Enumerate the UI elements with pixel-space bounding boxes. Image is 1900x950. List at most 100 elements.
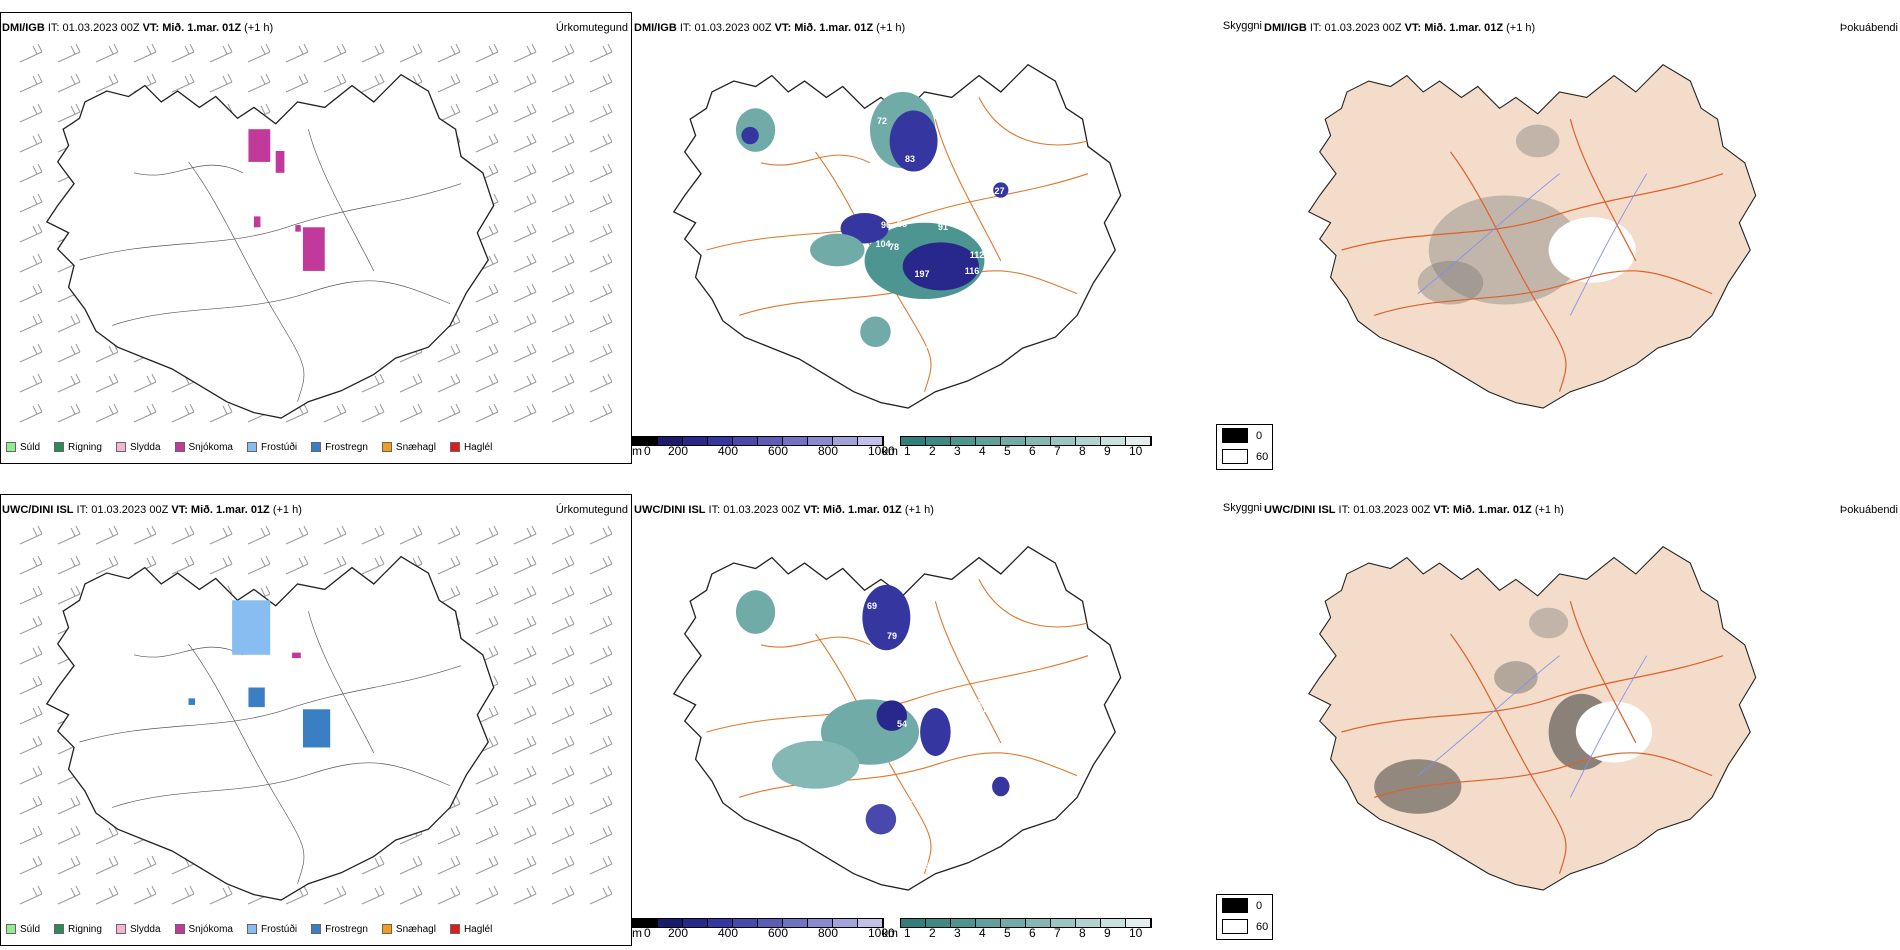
panel-header: UWC/DINI ISL IT: 01.03.2023 00Z VT: Mið.… [2, 504, 302, 517]
wind-barb [551, 43, 575, 63]
wind-barb [589, 73, 613, 93]
wind-barb [589, 615, 613, 635]
fog-title: Þokuábendi [1839, 22, 1898, 34]
init-time: IT: 01.03.2023 00Z [676, 22, 775, 34]
visibility-fields [735, 584, 1010, 835]
legend-swatch [115, 924, 126, 934]
wind-barb [475, 133, 499, 153]
colorbar-tick: 5 [1004, 926, 1011, 940]
colorbar-segment [1001, 437, 1026, 445]
precip-map [19, 43, 613, 423]
colorbar-tick: 1 [904, 444, 911, 458]
wind-barb [551, 885, 575, 905]
wind-barb [551, 795, 575, 815]
visibility-value: 78 [906, 837, 916, 847]
legend-swatch [54, 924, 65, 934]
wind-barb [551, 585, 575, 605]
wind-barb [475, 765, 499, 785]
wind-barb [513, 885, 537, 905]
colorbar-segment [1126, 919, 1151, 927]
colorbar-tick: 1000 [868, 926, 895, 940]
colorbar-segment [708, 437, 733, 445]
wind-barb [513, 705, 537, 725]
wind-barb [513, 675, 537, 695]
colorbar-segment [783, 437, 808, 445]
colorbar-segment [976, 437, 1001, 445]
legend-item: Súld [6, 442, 40, 453]
fog-legend-value: 0 [1256, 429, 1263, 442]
visibility-value: 56 [897, 219, 907, 229]
wind-barb [475, 313, 499, 333]
colorbar-segment [951, 919, 976, 927]
valid-time: VT: Mið. 1.mar. 01Z [142, 22, 242, 34]
valid-time: VT: Mið. 1.mar. 01Z [1433, 504, 1532, 516]
wind-barb [589, 343, 613, 363]
road-network [1341, 119, 1724, 392]
wind-barb [589, 103, 613, 123]
panel-fog-top: DMI/IGB IT: 01.03.2023 00Z VT: Mið. 1.ma… [1216, 12, 1900, 470]
wind-barb [513, 313, 537, 333]
model-name: UWC/DINI ISL [2, 504, 74, 516]
legend-item: Frostúði [246, 924, 297, 935]
legend-label: Snjókoma [188, 441, 233, 453]
iceland-land [1308, 64, 1757, 409]
colorbar-km-ticks: km 1 2 3 4 5 6 7 8 9 10 [882, 926, 1150, 940]
colorbar-m-ticks: m 0 200 400 600 800 1000 [632, 926, 895, 940]
valid-time: VT: Mið. 1.mar. 01Z [171, 504, 270, 516]
colorbar-segment [758, 437, 783, 445]
wind-barb [513, 43, 537, 63]
visibility-title: Skyggni [1222, 20, 1262, 32]
lead-time: (+1 h) [241, 22, 274, 34]
wind-barb [361, 403, 385, 423]
valid-time: VT: Mið. 1.mar. 01Z [774, 22, 874, 34]
wind-barb [19, 403, 43, 423]
colorbar-segment [976, 919, 1001, 927]
colorbar-tick: 800 [818, 444, 839, 458]
wind-barb [171, 403, 195, 423]
wind-barb [19, 645, 43, 665]
wind-barb [513, 343, 537, 363]
wind-barb [589, 163, 613, 183]
legend-swatch [54, 442, 65, 452]
wind-barb [589, 373, 613, 393]
wind-barb [589, 133, 613, 153]
visibility-value: 79 [887, 631, 897, 641]
wind-barb [437, 43, 461, 63]
road-network [79, 611, 462, 884]
fog-legend-swatch [1222, 428, 1248, 443]
colorbar-tick: 1 [904, 926, 911, 940]
panel-header: UWC/DINI ISL IT: 01.03.2023 00Z VT: Mið.… [634, 504, 934, 517]
wind-barb [475, 343, 499, 363]
wind-barb [513, 193, 537, 213]
wind-barb [95, 555, 119, 575]
wind-barb [437, 343, 461, 363]
colorbar-segment [733, 919, 758, 927]
colorbar-segment [1101, 919, 1126, 927]
visibility-value: 112 [970, 250, 985, 260]
wind-barb [361, 855, 385, 875]
wind-barb [57, 343, 81, 363]
colorbar-m-ticks: m 0 200 400 600 800 1000 [632, 444, 895, 458]
road-network [79, 129, 462, 402]
wind-barb [57, 585, 81, 605]
wind-barb [133, 885, 157, 905]
colorbar-tick: 2 [929, 444, 936, 458]
colorbar-segment [658, 437, 683, 445]
wind-barb [475, 283, 499, 303]
legend-swatch [449, 924, 460, 934]
wind-barb [133, 403, 157, 423]
wind-barb [19, 615, 43, 635]
legend-item: Frostúði [246, 442, 297, 453]
wind-barb [475, 615, 499, 635]
iceland-coastline [45, 73, 495, 419]
wind-barb [95, 825, 119, 845]
panel-visibility-bottom: UWC/DINI ISL IT: 01.03.2023 00Z VT: Mið.… [632, 494, 1262, 946]
wind-barb [513, 525, 537, 545]
legend-swatch [381, 924, 392, 934]
visibility-title: Skyggni [1222, 502, 1262, 514]
wind-barb [57, 403, 81, 423]
wind-barb [513, 373, 537, 393]
legend-label: Slydda [129, 441, 161, 453]
legend-label: Haglél [463, 923, 493, 935]
